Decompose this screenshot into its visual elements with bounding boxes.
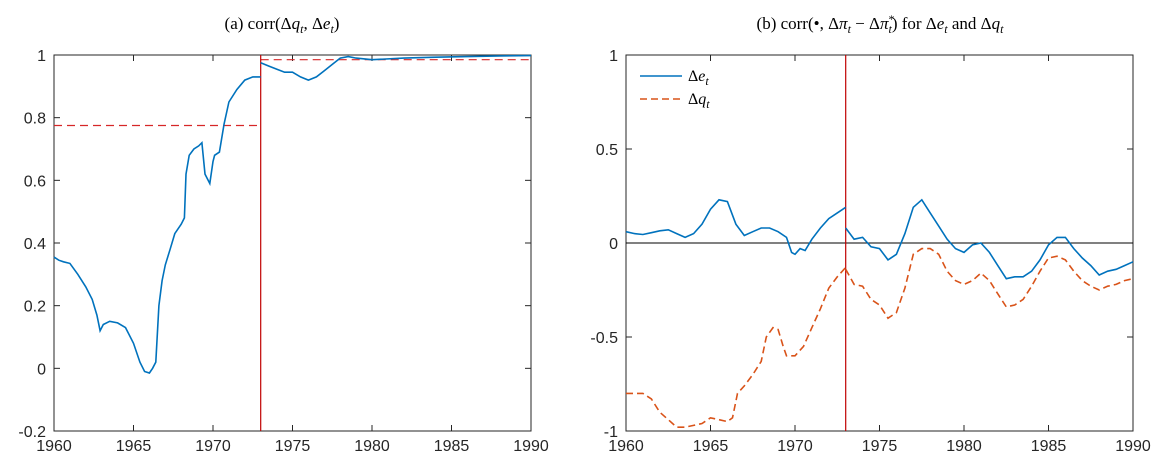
panel-a-x-tick-label: 1960 [36,438,72,455]
panel-a-y-tick-label: -0.2 [18,424,46,441]
panel-a-x-tick-label: 1990 [513,438,549,455]
panel-b-y-tick-label: 0.5 [596,142,618,159]
panel-a-y-tick-label: 0.8 [24,111,46,128]
panel-b-legend: Δet Δqt [640,68,710,111]
panel-b-x-tick-label: 1975 [862,438,898,455]
panel-a-x-tick-label: 1985 [434,438,470,455]
panel-a-x-tick-label: 1965 [116,438,152,455]
panel-b-x-tick-label: 1960 [608,438,644,455]
panel-a-y-tick-label: 0.6 [24,173,46,190]
panel-a-title: (a) corr(Δqt, Δet) [225,14,340,36]
panel-b: (b) corr(•, Δπt − Δπ* t) for Δet and Δqt … [590,12,1150,455]
legend-label-q: Δqt [688,91,710,111]
panel-b-y-tick-label: 1 [609,48,618,65]
panel-a-plot: 1960 1965 1970 1975 1980 1985 1990 -0.2 0 0.2 0.4 0… [18,48,548,455]
panel-a-x-tick-label: 1980 [354,438,390,455]
panel-a-axes-frame [53,54,532,432]
panel-a: (a) corr(Δqt, Δet) 1960 1965 1970 1975 1980 1… [18,14,548,455]
panel-b-x-tick-label: 1990 [1115,438,1151,455]
panel-b-plot: 1960 1965 1970 1975 1980 1985 1990 -1 -0.5 0 0.5 1 Δ… [590,48,1150,455]
panel-b-x-tick-label: 1985 [1031,438,1067,455]
panel-b-y-tick-label: -1 [604,424,618,441]
panel-a-series-line [260,54,532,81]
panel-a-x-tick-label: 1975 [275,438,311,455]
panel-b-series-de-line [625,198,847,256]
panel-b-y-tick-label: 0 [609,236,618,253]
panel-a-x-tick-label: 1970 [195,438,231,455]
panel-b-x-tick-label: 1980 [946,438,982,455]
panel-b-series-dq-line [626,266,847,429]
panel-a-y-tick-label: 0 [37,361,46,378]
panel-b-x-tick-label: 1970 [777,438,813,455]
panel-b-y-tick-label: -0.5 [590,330,618,347]
panel-b-x-tick-label: 1965 [693,438,729,455]
panel-a-y-tick-label: 1 [37,48,46,65]
panel-a-series-line [53,76,261,374]
panel-a-y-tick-label: 0.2 [24,299,46,316]
panel-a-y-tick-label: 0.4 [24,236,46,253]
panel-b-series-de-line [845,198,1134,280]
panel-b-title: (b) corr(•, Δπt − Δπ* t) for Δet and Δqt [757,12,1005,36]
panel-b-series-dq-line [845,247,1134,320]
legend-label-e: Δet [688,68,709,88]
